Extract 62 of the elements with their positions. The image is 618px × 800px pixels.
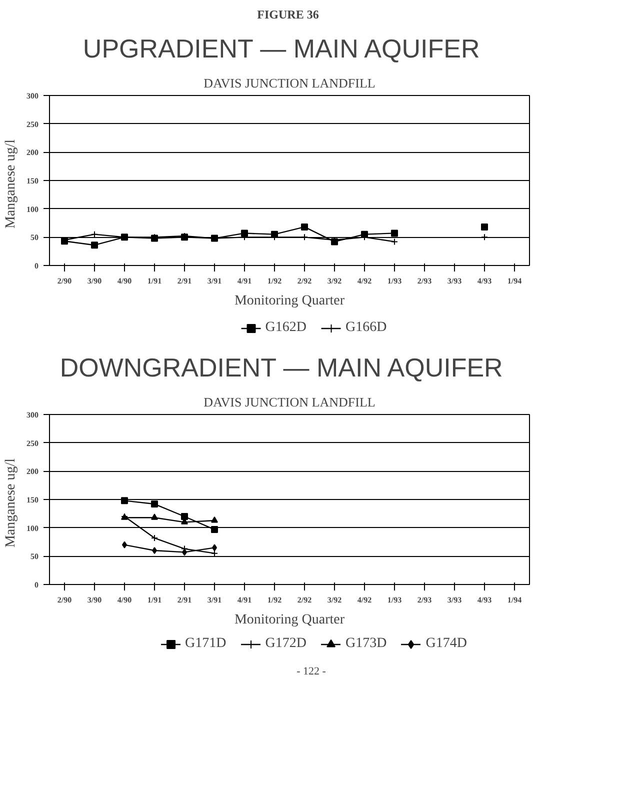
y-tick-label: 200: [26, 148, 38, 158]
x-tick-label: 3/93: [447, 276, 462, 286]
x-axis-title: Monitoring Quarter: [234, 294, 345, 308]
chart-title: DOWNGRADIENT — MAIN AQUIFER: [60, 352, 503, 382]
legend-label: G172D: [265, 636, 306, 652]
x-tick-label: 2/90: [57, 596, 72, 604]
x-tick-label: 1/91: [147, 596, 162, 604]
y-tick-label: 100: [26, 524, 38, 533]
y-tick-label: 150: [26, 496, 38, 504]
x-tick-label: 1/93: [387, 276, 402, 286]
x-tick-label: 4/92: [357, 276, 372, 286]
y-tick-label: 0: [34, 580, 38, 590]
x-tick-label: 3/91: [207, 596, 222, 604]
x-axis-title: Monitoring Quarter: [234, 612, 345, 628]
x-tick-label: 1/94: [507, 596, 522, 604]
y-tick-label: 0: [34, 262, 38, 270]
legend-label: G171D: [185, 636, 226, 652]
x-tick-label: 4/92: [357, 596, 372, 604]
x-tick-label: 3/90: [87, 596, 102, 604]
y-axis-title: Manganese ug/l: [4, 458, 18, 548]
y-tick-label: 300: [26, 92, 38, 100]
x-tick-label: 1/93: [387, 596, 402, 604]
y-tick-label: 300: [26, 410, 38, 420]
x-tick-label: 4/93: [477, 276, 492, 286]
x-tick-label: 1/92: [267, 596, 282, 604]
caption: FIGURE 36: [257, 8, 319, 22]
y-tick-label: 50: [30, 552, 38, 562]
legend-label: G166D: [346, 320, 387, 336]
x-tick-label: 2/93: [417, 596, 432, 604]
x-tick-label: 4/91: [237, 596, 252, 604]
x-tick-label: 2/92: [297, 596, 312, 604]
x-tick-label: 3/92: [327, 276, 342, 286]
chart-subtitle: DAVIS JUNCTION LANDFILL: [204, 76, 376, 90]
y-axis-title: Manganese ug/l: [4, 139, 18, 229]
x-tick-label: 2/91: [177, 276, 192, 286]
y-tick-label: 250: [26, 120, 38, 129]
legend-label: G174D: [426, 636, 467, 652]
x-tick-label: 1/92: [267, 276, 282, 286]
x-tick-label: 2/93: [417, 276, 432, 286]
y-tick-label: 150: [26, 176, 38, 186]
x-tick-label: 3/90: [87, 276, 102, 286]
text: - 122 -: [296, 666, 326, 678]
x-tick-label: 2/92: [297, 276, 312, 286]
chart-subtitle: DAVIS JUNCTION LANDFILL: [204, 394, 376, 410]
x-tick-label: 4/93: [477, 596, 492, 604]
x-tick-label: 1/94: [507, 276, 522, 286]
x-tick-label: 4/90: [117, 596, 132, 604]
legend-label: G173D: [346, 636, 387, 652]
x-tick-label: 2/91: [177, 596, 192, 604]
x-tick-label: 3/92: [327, 596, 342, 604]
y-tick-label: 100: [26, 204, 38, 214]
legend-label: G162D: [265, 320, 306, 336]
x-tick-label: 4/91: [237, 276, 252, 286]
x-tick-label: 4/90: [117, 276, 132, 286]
y-tick-label: 50: [30, 233, 38, 242]
chart-title: UPGRADIENT — MAIN AQUIFER: [82, 34, 480, 64]
x-tick-label: 2/90: [57, 276, 72, 286]
y-tick-label: 200: [26, 467, 38, 476]
x-tick-label: 1/91: [147, 276, 162, 286]
x-tick-label: 3/93: [447, 596, 462, 604]
y-tick-label: 250: [26, 438, 38, 448]
x-tick-label: 3/91: [207, 276, 222, 286]
